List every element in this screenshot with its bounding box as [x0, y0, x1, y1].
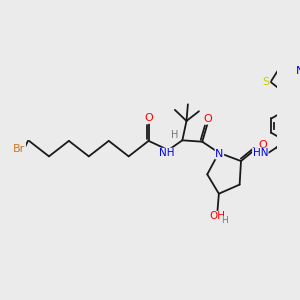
- Text: O: O: [203, 114, 212, 124]
- Text: H: H: [221, 216, 228, 225]
- Text: N: N: [296, 66, 300, 76]
- Text: OH: OH: [209, 212, 226, 221]
- Text: NH: NH: [158, 148, 174, 158]
- Text: S: S: [262, 77, 270, 87]
- Text: H: H: [171, 130, 178, 140]
- Text: HN: HN: [253, 148, 268, 158]
- Text: O: O: [144, 113, 153, 123]
- Text: Br: Br: [13, 144, 26, 154]
- Text: N: N: [215, 149, 224, 159]
- Text: O: O: [258, 140, 267, 150]
